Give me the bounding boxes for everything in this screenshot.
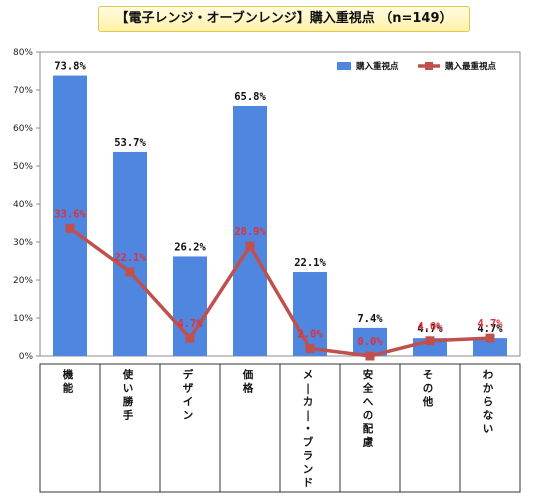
y-tick-label: 10% (13, 314, 33, 324)
category-char: メ (303, 369, 314, 381)
line-marker (305, 343, 315, 353)
category-char: わ (483, 369, 494, 381)
category-char: 能 (63, 382, 74, 395)
line-value-label: 28.9% (234, 226, 266, 238)
bar-value-label: 26.2% (174, 241, 206, 253)
category-char: 慮 (363, 436, 374, 449)
category-char: い (483, 423, 494, 435)
category-char: イ (183, 396, 194, 408)
category-label: メ|カ|・ブランド (303, 369, 314, 489)
line-value-label: 22.1% (114, 252, 146, 264)
category-char: 全 (362, 382, 374, 395)
line-value-label: 4.0% (417, 321, 443, 333)
bar-series (53, 75, 507, 357)
category-char: 勝 (123, 395, 134, 408)
category-char: | (306, 383, 310, 395)
bar-value-label: 7.4% (357, 313, 383, 325)
y-tick-label: 80% (13, 48, 33, 58)
category-char: 配 (363, 423, 374, 435)
category-char: ら (483, 396, 494, 408)
category-char: な (483, 410, 494, 422)
category-label: その他 (422, 369, 434, 408)
category-char: | (306, 410, 310, 422)
category-char: か (483, 383, 494, 395)
category-char: そ (423, 369, 434, 381)
plot-area (39, 51, 521, 357)
bar-value-label: 22.1% (294, 257, 326, 269)
legend-swatch-bar (337, 62, 351, 70)
category-char: 格 (243, 382, 254, 395)
line-marker (485, 333, 495, 343)
bar-value-label: 65.8% (234, 91, 266, 103)
line-marker (65, 223, 75, 233)
line-marker (125, 267, 135, 277)
category-label: 安全への配慮 (362, 368, 374, 449)
y-axis: 0% 10% 20% 30% 40% 50% 60% 70% 80% (13, 48, 521, 362)
line-value-label: 0.0% (357, 336, 383, 348)
category-char: ド (303, 477, 314, 489)
category-char: 手 (123, 409, 134, 422)
legend: 購入重視点 購入最重視点 (337, 61, 497, 72)
category-label: わからない (483, 369, 494, 435)
line-marker (425, 336, 435, 346)
line-value-label: 4.7% (177, 318, 203, 330)
category-char: ン (303, 464, 314, 476)
y-tick-label: 0% (19, 352, 34, 362)
y-tick-label: 30% (13, 238, 33, 248)
legend-label-bar: 購入重視点 (355, 61, 399, 72)
y-tick-label: 40% (13, 200, 33, 210)
category-char: 価 (242, 368, 254, 381)
line-value-label: 33.6% (54, 208, 86, 220)
y-tick-label: 20% (13, 276, 33, 286)
y-tick-label: 70% (13, 86, 33, 96)
category-char: ラ (303, 450, 314, 462)
category-char: へ (363, 396, 374, 408)
bar (233, 105, 267, 357)
legend-label-line: 購入最重視点 (444, 61, 497, 72)
line-marker (245, 241, 255, 251)
legend-swatch-marker (425, 62, 433, 70)
line-series (65, 223, 495, 361)
category-char: の (363, 410, 374, 422)
category-char: ン (183, 410, 194, 422)
category-char: 他 (422, 395, 434, 408)
category-char: ・ (303, 423, 314, 435)
bar (353, 327, 387, 356)
line-value-label: 2.0% (297, 328, 323, 340)
bar (53, 75, 87, 356)
chart-title: 【電子レンジ・オーブンレンジ】購入重視点 （n=149） (98, 6, 470, 32)
category-char: 機 (63, 368, 74, 381)
category-char: デ (183, 368, 194, 381)
line-marker (185, 333, 195, 343)
category-char: ザ (183, 383, 194, 395)
category-char: カ (303, 396, 314, 408)
bar-value-label: 53.7% (114, 137, 146, 149)
category-char: の (423, 383, 434, 395)
data-labels: 73.8%53.7%26.2%65.8%22.1%7.4%4.7% 4.7%33.… (54, 61, 503, 348)
bar-value-label: 4.7% (477, 323, 503, 335)
bar (293, 272, 327, 356)
category-label: デザイン (183, 368, 194, 422)
y-tick-label: 50% (13, 162, 33, 172)
category-label: 使い勝手 (122, 368, 134, 422)
line-value-label: 4.7% (477, 318, 503, 330)
line-marker (365, 351, 375, 361)
y-tick-label: 60% (13, 124, 33, 134)
bar (473, 338, 507, 356)
bar-value-label: 73.8% (54, 61, 86, 73)
category-label: 価格 (242, 368, 254, 395)
category-char: 安 (363, 368, 374, 381)
category-char: い (123, 383, 134, 395)
line-path (68, 226, 491, 358)
bar-value-label: 4.7% (417, 323, 443, 335)
category-char: 使 (122, 368, 134, 381)
category-label: 機能 (63, 368, 74, 395)
category-char: ブ (303, 436, 314, 449)
bar (113, 151, 147, 356)
